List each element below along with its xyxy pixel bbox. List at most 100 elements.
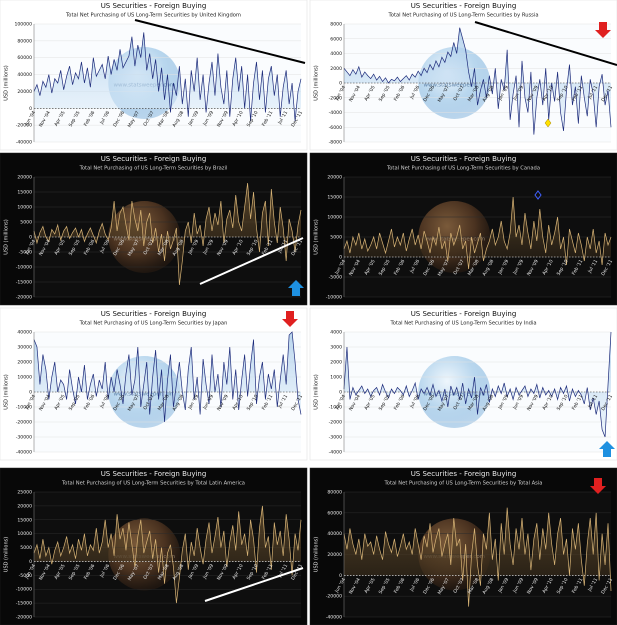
y-tick-label: 5000 [330,235,342,241]
y-tick-label: -30000 [16,435,32,441]
y-tick-label: 2000 [330,360,342,366]
y-axis-label: USD (millions) [314,65,320,100]
y-tick-label: -5000 [329,275,342,281]
y-tick-label: 100000 [14,22,32,28]
y-tick-label: 20000 [17,503,32,509]
data-line [343,196,612,270]
chart-title: US Securities - Foreign Buying [101,155,207,163]
y-tick-label: 5000 [20,220,32,226]
y-tick-label: 0 [29,235,32,241]
y-tick-label: 60000 [17,55,32,61]
y-tick-label: 30000 [17,345,32,351]
y-tick-label: 60000 [327,510,342,516]
y-tick-label: 20000 [17,175,32,181]
chart-title: US Securities - Foreign Buying [101,470,207,478]
y-tick-label: -10000 [16,265,32,271]
chart: US Securities - Foreign Buying Total Net … [309,467,617,625]
chart-title: US Securities - Foreign Buying [101,2,207,10]
data-line [33,182,302,286]
y-tick-label: 25000 [17,490,32,496]
trend-line [474,21,617,66]
watermark: www.statsweeper.com [424,237,486,243]
y-axis-label: USD (millions) [4,65,10,100]
y-tick-label: 10000 [17,205,32,211]
chart: US Securities - Foreign Buying Total Net … [0,0,308,151]
annotations [134,19,617,602]
highlight-marker [534,190,542,200]
y-axis-label: USD (millions) [314,537,320,572]
y-tick-label: 10000 [17,531,32,537]
chart-title: US Securities - Foreign Buying [411,310,517,318]
chart-title: US Securities - Foreign Buying [411,2,517,10]
y-tick-label: 3000 [330,345,342,351]
chart-subtitle: Total Net Purchasing of US Long-Term Sec… [389,321,536,327]
area-fill [344,27,611,135]
y-axis-label: USD (millions) [4,374,10,409]
y-tick-label: 20000 [327,175,342,181]
chart: US Securities - Foreign Buying Total Net … [309,0,617,151]
y-tick-label: 40000 [327,531,342,537]
y-tick-label: -2000 [329,420,342,426]
trend-line [199,237,304,285]
down-arrow [590,478,606,494]
y-tick-label: 15000 [17,517,32,523]
y-tick-label: 40000 [17,72,32,78]
highlight-marker [544,118,552,128]
up-arrow [288,280,304,296]
chart-subtitle: Total Net Purchasing of US Long-Term Sec… [65,13,241,19]
data-line [33,505,302,604]
y-tick-label: -40000 [16,450,32,456]
y-tick-label: 8000 [330,22,342,28]
y-tick-label: -40000 [326,615,342,621]
watermark: www.statsweeper.com [424,83,486,89]
y-tick-label: -1000 [329,405,342,411]
y-tick-label: -6000 [329,125,342,131]
data-line [33,32,302,121]
chart: US Securities - Foreign Buying Total Net … [309,152,617,306]
y-tick-label: 80000 [17,38,32,44]
chart-subtitle: Total Net Purchasing of US Long-Term Sec… [386,166,540,172]
y-tick-label: -10000 [16,405,32,411]
chart-title: US Securities - Foreign Buying [411,155,517,163]
y-tick-label: -2000 [329,95,342,101]
y-tick-label: 10000 [17,375,32,381]
y-tick-label: -5000 [19,250,32,256]
y-tick-label: -20000 [326,594,342,600]
y-tick-label: 0 [339,255,342,261]
area-fill [344,507,611,607]
y-tick-label: 4000 [330,51,342,57]
y-tick-label: 40000 [17,330,32,336]
chart-subtitle: Total Net Purchasing of US Long-Term Sec… [79,166,228,172]
y-tick-label: -15000 [16,601,32,607]
up-arrow [599,441,615,457]
y-axis-label: USD (millions) [4,219,10,254]
chart-title: US Securities - Foreign Buying [101,310,207,318]
y-tick-label: 80000 [327,490,342,496]
data-line [343,27,612,135]
chart-subtitle: Total Net Purchasing of US Long-Term Sec… [387,13,538,19]
down-arrow [595,22,611,38]
y-tick-label: -10000 [16,587,32,593]
watermark: www.statsweeper.com [114,392,176,398]
data-line [343,331,612,438]
trend-line [204,567,304,602]
y-tick-label: 0 [29,106,32,112]
chart-subtitle: Total Net Purchasing of US Long-Term Sec… [384,481,543,487]
chart: US Securities - Foreign Buying Total Net … [0,307,308,461]
y-tick-label: 0 [339,390,342,396]
trend-line [134,19,306,64]
y-tick-label: 1000 [330,375,342,381]
y-tick-label: 20000 [327,552,342,558]
y-tick-label: -15000 [16,280,32,286]
chart: US Securities - Foreign Buying Total Net … [309,307,617,461]
y-axis-label: USD (millions) [4,537,10,572]
chart-title: US Securities - Foreign Buying [411,470,517,478]
data-line [33,331,302,423]
y-tick-label: 20000 [17,360,32,366]
y-tick-label: 2000 [330,66,342,72]
y-tick-label: -20000 [16,295,32,301]
area-fill [344,197,611,269]
y-tick-label: 0 [29,390,32,396]
